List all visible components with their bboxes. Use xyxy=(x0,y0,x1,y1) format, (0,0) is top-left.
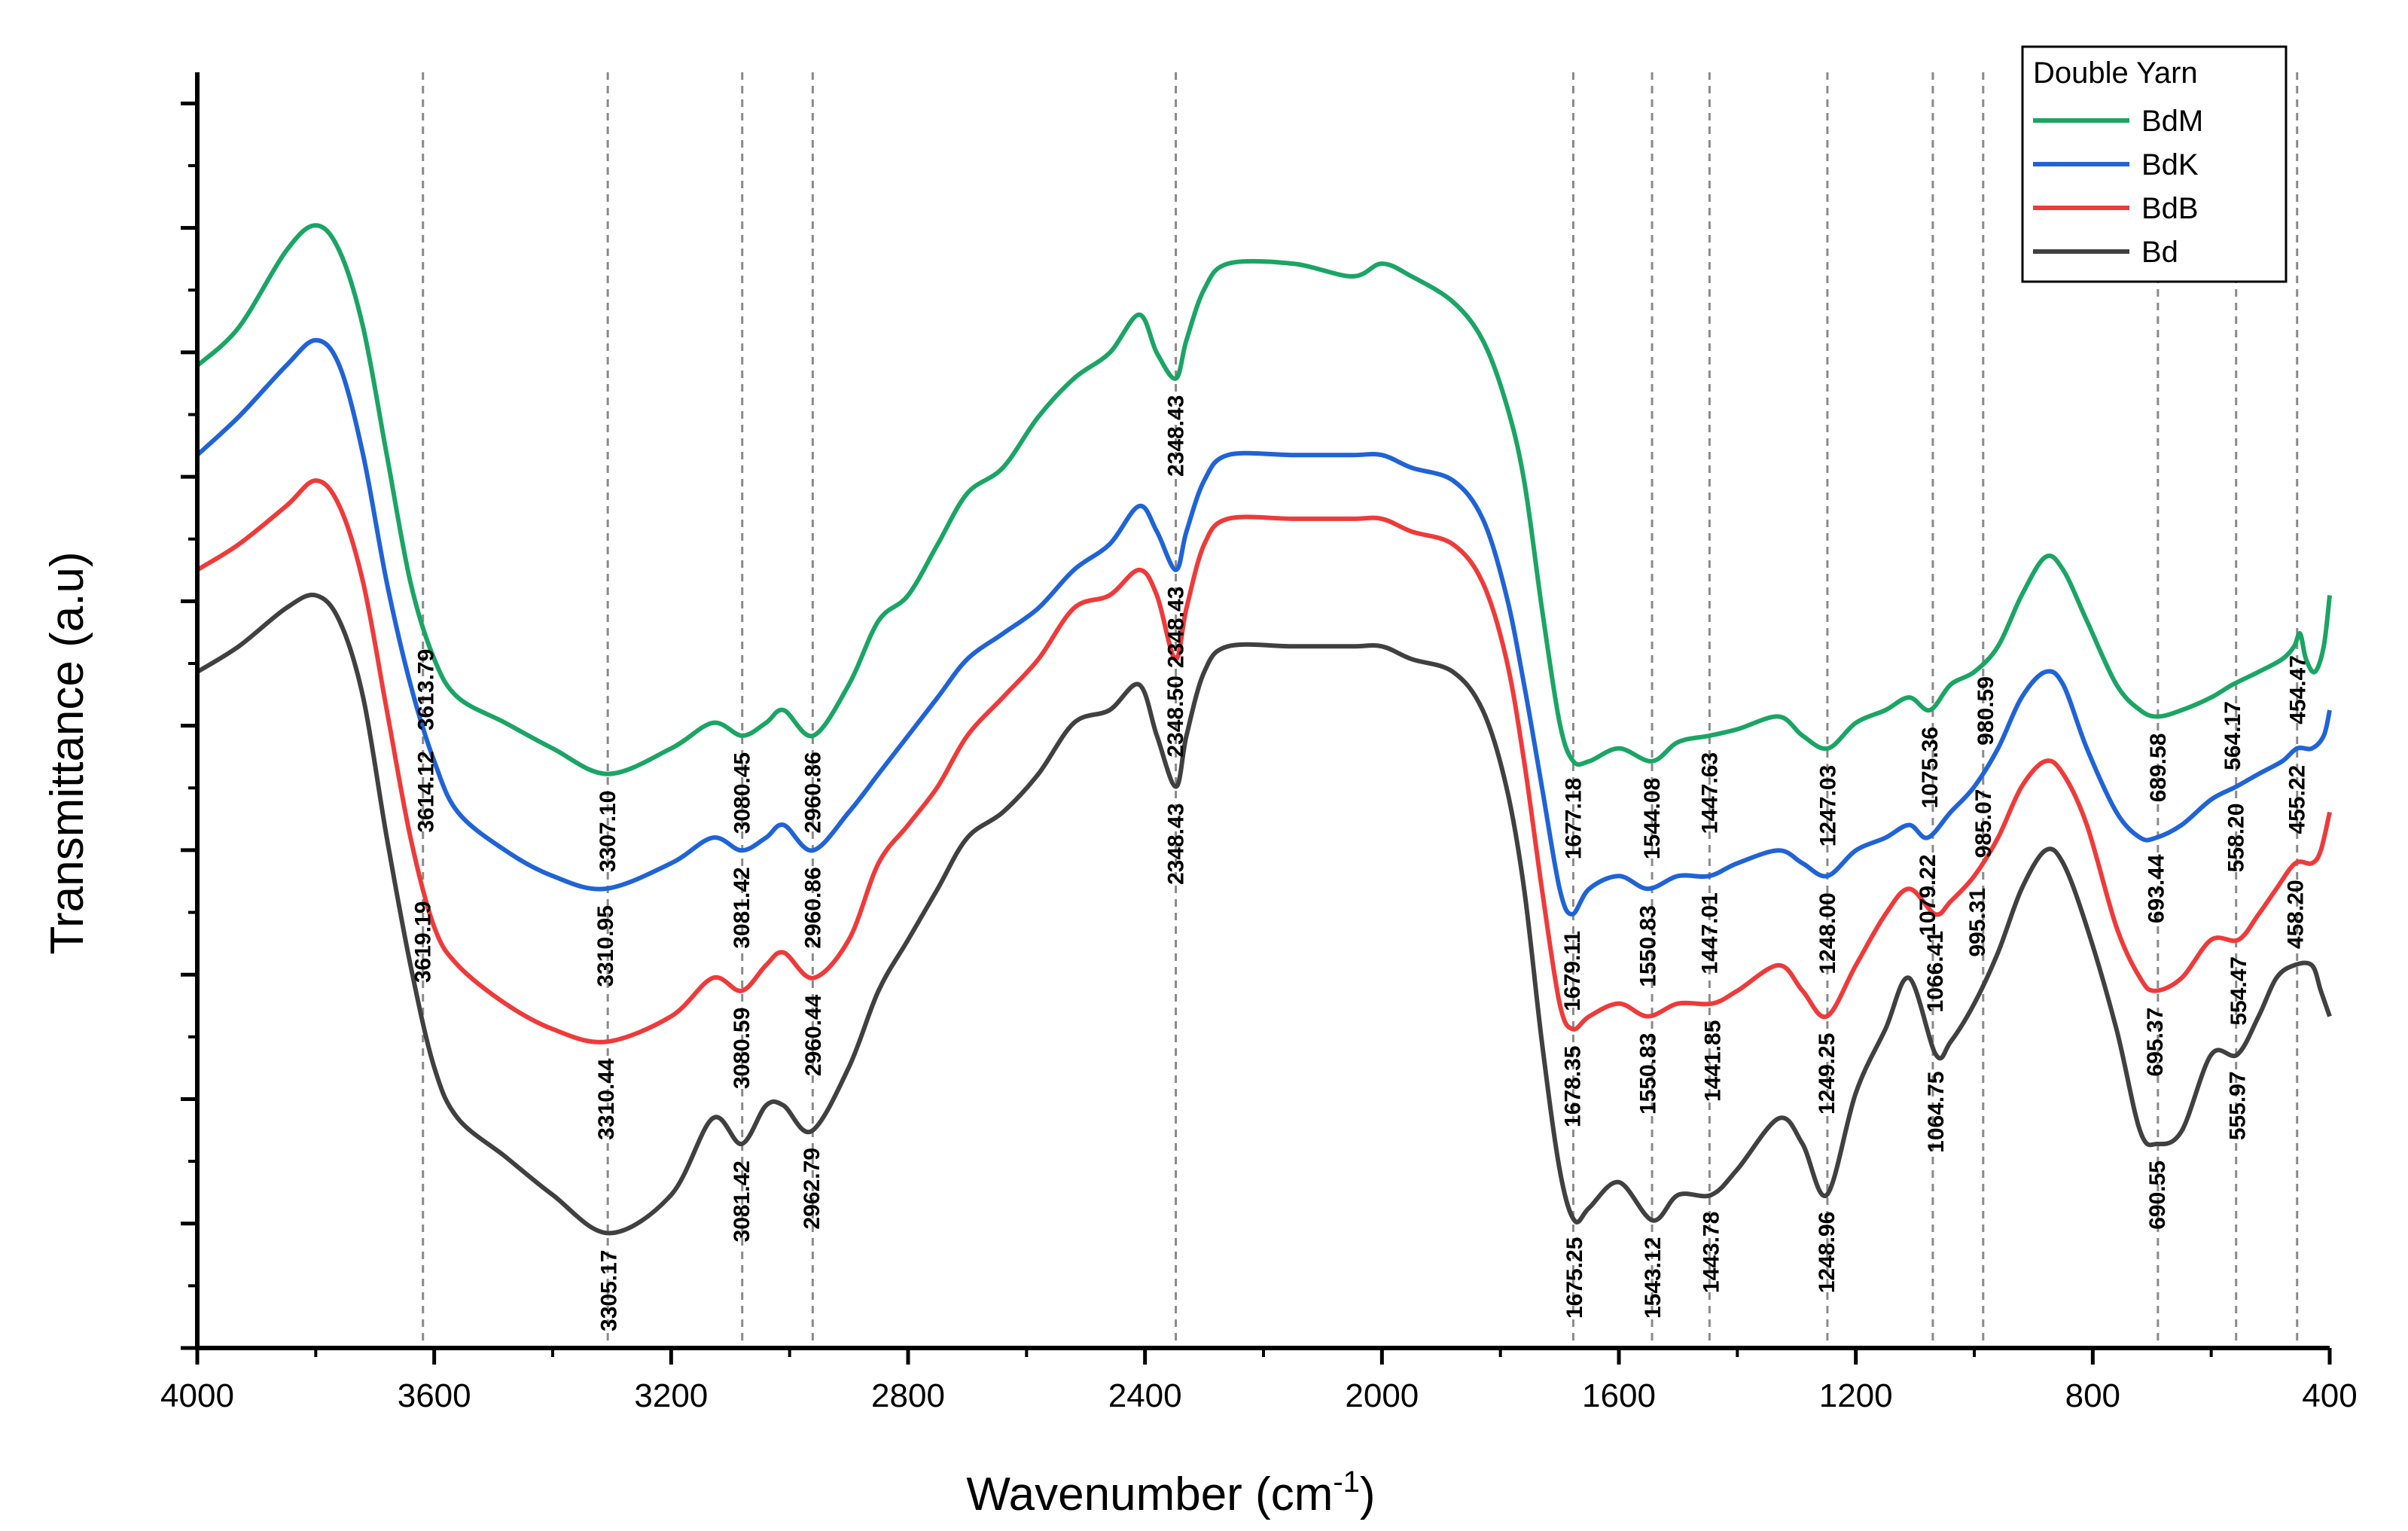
peak-label-bdb-9: 1066.41 xyxy=(1923,931,1948,1012)
peak-label-bdm-2: 3080.45 xyxy=(730,752,755,834)
peak-label-bdb-0: 3619.19 xyxy=(411,901,436,983)
axes: 4000 3600 3200 2800 2400 2000 1600 1200 800 400 xyxy=(160,72,2358,1414)
y-axis-title: Transmittance (a.u) xyxy=(41,551,93,954)
peak-label-bdk-9: 1079.22 xyxy=(1916,854,1940,935)
peak-label-bd-7: 1248.96 xyxy=(1815,1212,1840,1293)
peak-label-bdm-1: 3307.10 xyxy=(596,791,620,872)
peak-label-bdm-11: 689.58 xyxy=(2146,733,2171,803)
peak-label-bdm-6: 1544.08 xyxy=(1640,778,1665,859)
peak-label-bdk-0: 3614.12 xyxy=(414,751,439,832)
peak-label-bdb-6: 1550.83 xyxy=(1636,1033,1661,1115)
x-tick-label-0: 4000 xyxy=(160,1377,234,1414)
peak-label-bd-2: 2962.79 xyxy=(800,1148,825,1229)
peak-label-bdb-8: 1249.25 xyxy=(1815,1033,1840,1115)
peak-label-bdm-7: 1447.63 xyxy=(1697,752,1722,834)
peak-label-bdb-10: 995.31 xyxy=(1965,888,1990,957)
x-tick-label-3: 2800 xyxy=(871,1377,945,1414)
x-tick-label-1: 3600 xyxy=(398,1377,471,1414)
peak-label-bdb-11: 695.37 xyxy=(2143,1008,2168,1077)
series-line-bdm xyxy=(195,223,2332,776)
peak-label-bdb-13: 458.20 xyxy=(2283,880,2308,949)
x-tick-label-5: 2000 xyxy=(1345,1377,1419,1414)
x-tick-label-9: 400 xyxy=(2302,1377,2357,1414)
peak-label-bdk-7: 1447.01 xyxy=(1697,892,1722,974)
peak-label-bdm-5: 1677.18 xyxy=(1561,778,1586,859)
peak-label-bd-5: 1543.12 xyxy=(1641,1237,1666,1319)
peak-label-bd-6: 1443.78 xyxy=(1699,1212,1724,1293)
peak-label-bdk-2: 3081.42 xyxy=(730,867,754,948)
peak-label-bd-4: 1675.25 xyxy=(1562,1237,1587,1319)
series-line-bd xyxy=(196,592,2332,1236)
x-axis-title-exponent: -1 xyxy=(1333,1465,1360,1499)
x-tick-label-6: 1600 xyxy=(1582,1377,1656,1414)
peak-label-bdk-6: 1550.83 xyxy=(1636,905,1661,987)
peak-label-bdk-5: 1679.11 xyxy=(1560,931,1585,1011)
peak-label-bdm-4: 2348.43 xyxy=(1164,395,1189,477)
peak-label-bd-8: 1064.75 xyxy=(1924,1071,1949,1152)
peak-label-bdk-11: 693.44 xyxy=(2144,854,2169,923)
x-tick-label-7: 1200 xyxy=(1819,1377,1893,1414)
peak-label-bdb-2: 3080.59 xyxy=(730,1008,754,1089)
peak-label-bdm-12: 564.17 xyxy=(2221,701,2245,770)
legend-title: Double Yarn xyxy=(2033,56,2198,90)
peak-label-bdm-13: 454.47 xyxy=(2286,655,2311,724)
peak-label-bdb-12: 554.47 xyxy=(2227,956,2251,1026)
peak-label-bdb-7: 1441.85 xyxy=(1700,1020,1725,1102)
peak-label-bd-1: 3081.42 xyxy=(730,1160,754,1242)
peak-label-bdk-10: 985.07 xyxy=(1971,789,1996,859)
x-tick-label-2: 3200 xyxy=(634,1377,708,1414)
legend: Double Yarn BdM BdK BdB Bd xyxy=(2021,45,2288,283)
peak-label-bdm-8: 1247.03 xyxy=(1816,765,1841,846)
peak-label-bdb-5: 1678.35 xyxy=(1561,1046,1586,1127)
legend-label-bdm: BdM xyxy=(2141,105,2203,138)
peak-label-bd-10: 555.97 xyxy=(2225,1071,2250,1140)
series-line-bdk xyxy=(195,337,2332,916)
peak-label-bdm-9: 1075.36 xyxy=(1918,727,1943,808)
peak-label-bdk-8: 1248.00 xyxy=(1815,892,1840,974)
x-axis-title-close: ) xyxy=(1360,1468,1376,1520)
legend-label-bdk: BdK xyxy=(2141,148,2199,181)
x-axis-title-main: Wavenumber (cm xyxy=(966,1468,1333,1520)
peak-label-bdb-3: 2960.44 xyxy=(801,994,826,1076)
x-tick-label-8: 800 xyxy=(2065,1377,2120,1414)
peak-label-bdb-4: 2348.50 xyxy=(1163,676,1188,757)
peak-label-bdk-3: 2960.86 xyxy=(800,867,825,948)
x-tick-label-4: 2400 xyxy=(1108,1377,1182,1414)
legend-label-bdb: BdB xyxy=(2141,192,2199,225)
peak-label-bd-9: 690.55 xyxy=(2145,1160,2170,1230)
peak-label-bdm-3: 2960.86 xyxy=(800,752,825,833)
series-lines xyxy=(195,223,2332,1236)
peak-label-bd-3: 2348.43 xyxy=(1164,804,1189,885)
peak-labels: 3613.79 3307.10 3080.45 2960.86 2348.43 1677.… xyxy=(411,395,2311,1331)
peak-label-bdk-13: 455.22 xyxy=(2285,765,2310,834)
series-line-bdb xyxy=(196,478,2332,1045)
peak-label-bdk-4: 2348.43 xyxy=(1164,587,1189,668)
peak-label-bdk-1: 3310.95 xyxy=(593,905,618,987)
peak-label-bdk-12: 558.20 xyxy=(2224,804,2249,873)
peak-label-bdm-0: 3613.79 xyxy=(414,649,439,730)
legend-label-bd: Bd xyxy=(2141,236,2178,269)
peak-label-bdm-10: 980.59 xyxy=(1974,676,1998,746)
peak-label-bdb-1: 3310.44 xyxy=(594,1058,619,1140)
peak-label-bd-0: 3305.17 xyxy=(597,1250,622,1331)
x-axis-title: Wavenumber (cm-1) xyxy=(966,1465,1375,1520)
